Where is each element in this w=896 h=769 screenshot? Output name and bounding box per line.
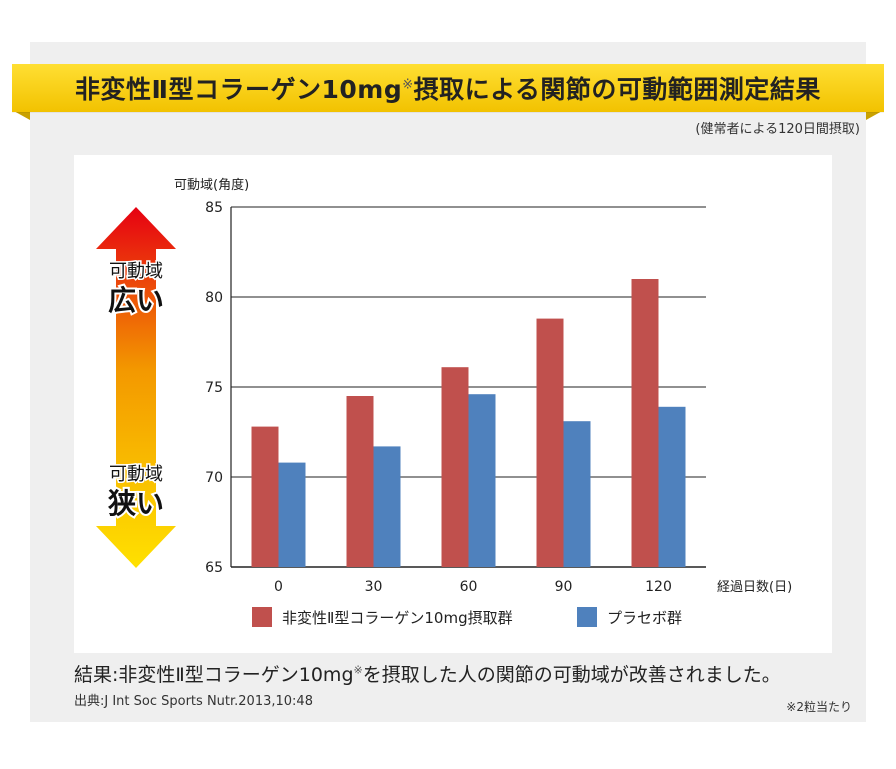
- legend: 非変性Ⅱ型コラーゲン10mg摂取群 プラセボ群: [252, 607, 682, 627]
- ribbon-fold-right: [866, 110, 884, 120]
- title-mark: ※: [402, 77, 414, 93]
- x-axis-label: 経過日数(日): [717, 580, 792, 595]
- result-main: 結果:非変性Ⅱ型コラーゲン10mg: [74, 664, 354, 686]
- x-tick-label: 0: [274, 579, 283, 595]
- bar-placebo: [658, 406, 686, 567]
- result-rest: を摂取した人の関節の可動域が改善されました。: [362, 664, 781, 686]
- chart-card: 可動域 広い 可動域 狭い 可動域(角度) 経過日数(日) 85 80 75 70 65…: [74, 155, 832, 653]
- y-tick-label: 85: [205, 200, 223, 216]
- y-axis-label: 可動域(角度): [174, 177, 249, 193]
- legend-label: 非変性Ⅱ型コラーゲン10mg摂取群: [282, 609, 513, 627]
- dosage-footnote: ※2粒当たり: [786, 700, 852, 714]
- x-tick-label: 120: [645, 579, 672, 595]
- indicator-bottom-line2: 狭い: [107, 487, 164, 520]
- legend-swatch: [577, 607, 597, 627]
- y-tick-label: 65: [205, 560, 223, 576]
- bar-placebo: [468, 394, 496, 567]
- range-indicator-arrow: 可動域 広い 可動域 狭い: [96, 207, 176, 568]
- title-rest: 摂取による関節の可動範囲測定結果: [413, 75, 821, 104]
- source-citation: 出典:J Int Soc Sports Nutr.2013,10:48: [74, 694, 313, 709]
- result-text: 結果:非変性Ⅱ型コラーゲン10mg※を摂取した人の関節の可動域が改善されました。: [74, 660, 781, 687]
- legend-swatch: [252, 607, 272, 627]
- result-mark: ※: [353, 663, 363, 677]
- indicator-top-line1: 可動域: [109, 261, 163, 282]
- bar-collagen: [251, 426, 279, 567]
- page-title: 非変性Ⅱ型コラーゲン10mg※摂取による関節の可動範囲測定結果: [75, 70, 821, 106]
- y-tick-labels: 85 80 75 70 65: [205, 200, 223, 576]
- indicator-bottom-line1: 可動域: [109, 464, 163, 485]
- bar-collagen: [441, 367, 469, 567]
- bar-collagen: [631, 279, 659, 567]
- x-tick-label: 30: [365, 579, 383, 595]
- bar-placebo: [373, 446, 401, 567]
- ribbon-fold-left: [12, 110, 30, 120]
- y-tick-label: 75: [205, 380, 223, 396]
- bar-chart: 可動域 広い 可動域 狭い 可動域(角度) 経過日数(日) 85 80 75 70 65…: [96, 177, 792, 627]
- x-tick-label: 90: [555, 579, 573, 595]
- bar-placebo: [563, 421, 591, 567]
- study-subnote: (健常者による120日間摂取): [695, 122, 860, 137]
- bar-collagen: [536, 318, 564, 567]
- bar-placebo: [278, 462, 306, 567]
- bar-collagen: [346, 396, 374, 567]
- x-tick-label: 60: [460, 579, 478, 595]
- indicator-top-line2: 広い: [108, 284, 164, 317]
- bars: [251, 279, 686, 567]
- title-ribbon: 非変性Ⅱ型コラーゲン10mg※摂取による関節の可動範囲測定結果: [12, 64, 884, 112]
- y-tick-label: 70: [205, 470, 223, 486]
- legend-label: プラセボ群: [607, 609, 682, 627]
- range-arrow-shape: [96, 207, 176, 568]
- x-tick-labels: 0 30 60 90 120: [274, 579, 672, 595]
- title-main: 非変性Ⅱ型コラーゲン10mg: [75, 75, 403, 104]
- y-tick-label: 80: [205, 290, 223, 306]
